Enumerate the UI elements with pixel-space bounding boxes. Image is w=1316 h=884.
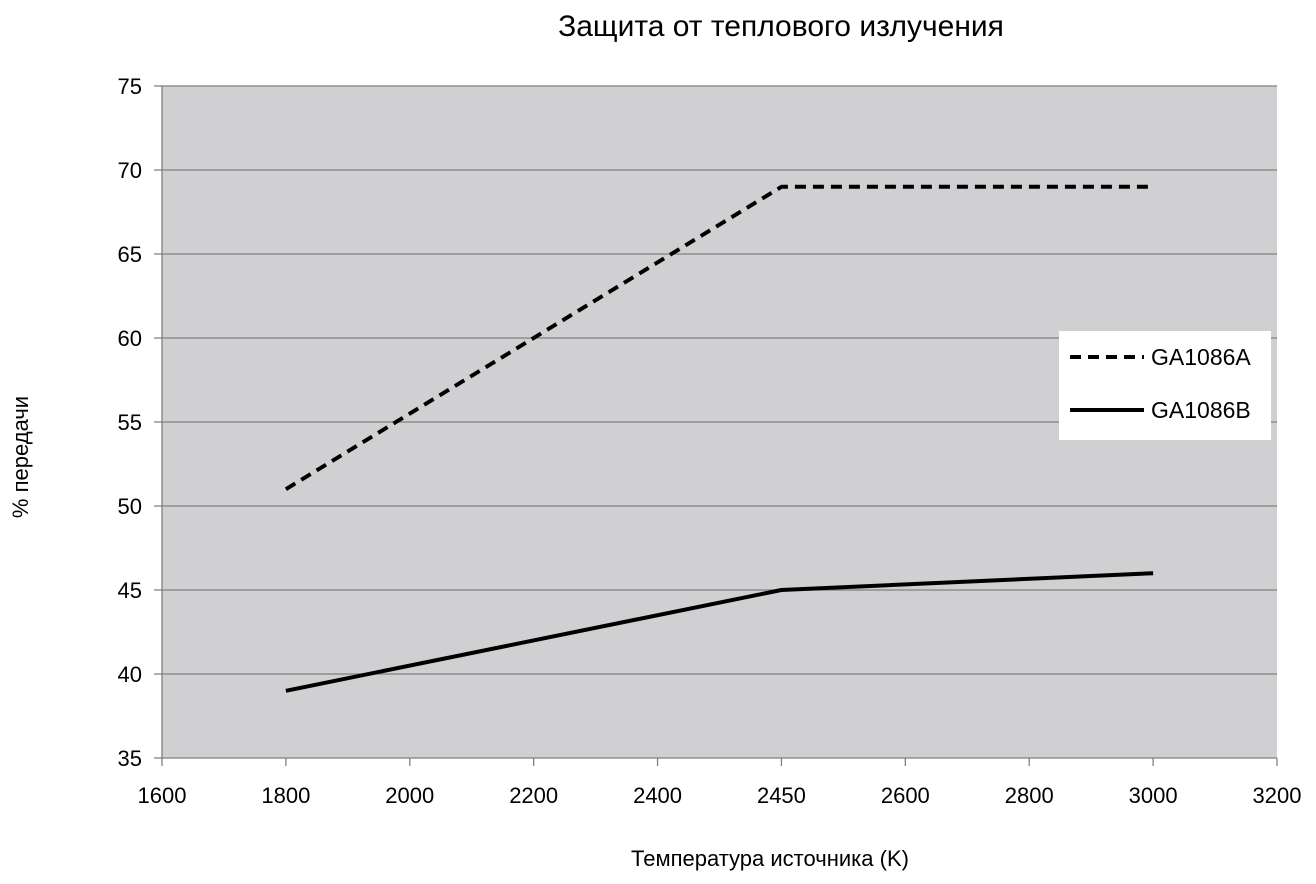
legend: GA1086A GA1086B: [1059, 331, 1271, 440]
x-tick-label: 2450: [757, 783, 806, 808]
x-tick-label: 1600: [138, 783, 187, 808]
legend-label: GA1086A: [1151, 344, 1251, 370]
y-tick-label: 40: [118, 662, 142, 687]
x-tick-label: 3000: [1129, 783, 1178, 808]
x-tick-label: 2600: [881, 783, 930, 808]
y-tick-label: 60: [118, 326, 142, 351]
gridlines: [162, 85, 1277, 675]
x-tick-label: 3200: [1253, 783, 1302, 808]
x-axis-label: Температура источника (K): [631, 846, 909, 871]
legend-box: [1059, 331, 1271, 440]
chart-title: Защита от теплового излучения: [558, 10, 1004, 43]
x-tick-label: 2400: [633, 783, 682, 808]
y-tick-label: 70: [118, 158, 142, 183]
y-axis-ticks: 35 40 45 50 55 60 65 70 75: [118, 74, 162, 771]
x-tick-label: 1800: [261, 783, 310, 808]
y-tick-label: 65: [118, 242, 142, 267]
y-tick-label: 45: [118, 578, 142, 603]
series-layer: [284, 184, 1154, 693]
y-axis-label: % передачи: [8, 396, 33, 518]
x-axis-ticks: 1600 1800 2000 2200 2400 2450 2600 2800 3000 3200: [138, 758, 1302, 808]
y-tick-label: 55: [118, 410, 142, 435]
y-tick-label: 75: [118, 74, 142, 99]
y-tick-label: 50: [118, 494, 142, 519]
x-tick-label: 2800: [1005, 783, 1054, 808]
legend-label: GA1086B: [1151, 397, 1251, 423]
x-tick-label: 2000: [385, 783, 434, 808]
x-tick-label: 2200: [509, 783, 558, 808]
y-tick-label: 35: [118, 746, 142, 771]
